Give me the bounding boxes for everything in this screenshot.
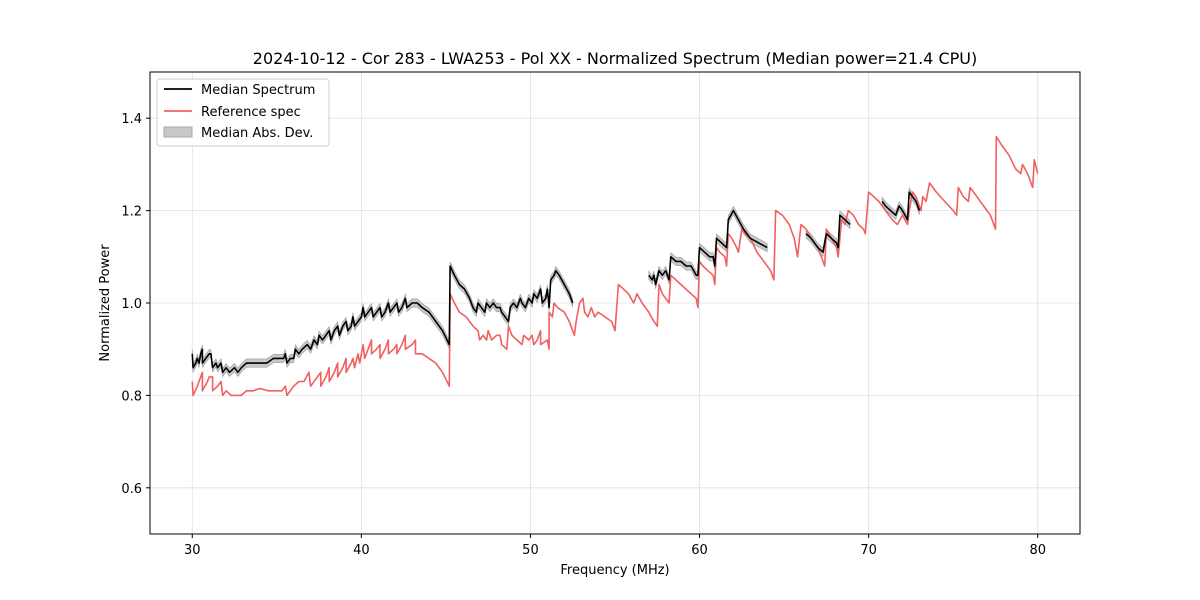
reference-spec-line-segment-0: [191, 135, 1039, 397]
series-lines: [191, 135, 1039, 397]
median-spectrum-line-segment-2: [805, 214, 851, 253]
y-tick-label: 0.6: [121, 482, 142, 497]
median-spectrum-line-segment-1: [648, 209, 768, 286]
y-tick-label: 1.0: [121, 297, 142, 312]
median-spectrum-line-segment-0: [191, 265, 574, 374]
y-tick-label: 1.2: [121, 205, 142, 220]
x-tick-label: 30: [184, 543, 201, 558]
chart-title: 2024-10-12 - Cor 283 - LWA253 - Pol XX -…: [253, 49, 977, 68]
legend-mad-label: Median Abs. Dev.: [201, 126, 313, 141]
legend-median-label: Median Spectrum: [201, 83, 315, 98]
x-tick-label: 70: [860, 543, 877, 558]
legend-mad-swatch: [163, 126, 193, 138]
mad-band-segment-1: [648, 205, 768, 289]
x-tick-label: 80: [1029, 543, 1046, 558]
legend-box: [156, 78, 330, 147]
x-tick-label: 40: [353, 543, 370, 558]
legend: Median Spectrum Reference spec Median Ab…: [156, 78, 330, 147]
y-axis-label: Normalized Power: [98, 244, 113, 362]
y-tick-label: 0.8: [121, 389, 142, 404]
x-axis-label: Frequency (MHz): [560, 563, 669, 578]
x-tick-label: 50: [522, 543, 539, 558]
mad-band-segment-3: [881, 187, 920, 226]
median-spectrum-line-segment-3: [881, 191, 921, 221]
axis-ticks: 30 40 50 60 70 80 0.6 0.8 1.0 1.2 1.4: [121, 112, 1046, 558]
legend-reference-label: Reference spec: [201, 105, 301, 120]
y-tick-label: 1.4: [121, 112, 142, 127]
x-tick-label: 60: [691, 543, 708, 558]
